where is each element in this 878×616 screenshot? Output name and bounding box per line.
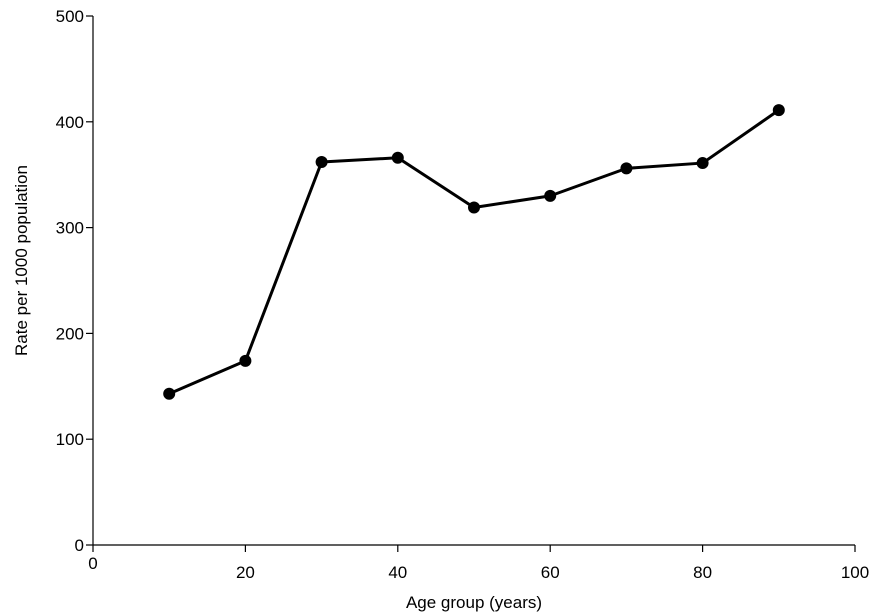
x-tick-label: 100	[841, 563, 869, 582]
data-point	[620, 162, 633, 175]
x-tick-label: 20	[236, 563, 255, 582]
y-tick-label: 0	[75, 536, 84, 555]
axes	[92, 16, 855, 546]
y-tick-label: 300	[56, 219, 84, 238]
x-axis-title: Age group (years)	[406, 593, 542, 612]
x-tick-label: 60	[541, 563, 560, 582]
series-group	[163, 104, 785, 400]
y-tick-label: 100	[56, 430, 84, 449]
data-point	[544, 189, 557, 202]
y-tick-label: 400	[56, 113, 84, 132]
y-axis-title: Rate per 1000 population	[12, 165, 31, 356]
x-tick-label: 40	[388, 563, 407, 582]
y-tick-label: 500	[56, 7, 84, 26]
data-point	[772, 104, 785, 117]
x-tick-label: 0	[88, 554, 97, 573]
data-point	[163, 387, 176, 400]
data-point	[696, 157, 709, 170]
x-tick-label: 80	[693, 563, 712, 582]
data-point	[391, 151, 404, 164]
data-point	[315, 156, 328, 169]
series-line	[168, 108, 780, 396]
data-point	[239, 354, 252, 367]
y-ticks: 0 100 200 300 400 500	[56, 7, 93, 555]
x-ticks: 0 20 40 60 80 100	[88, 545, 869, 582]
data-point	[468, 201, 480, 214]
y-tick-label: 200	[56, 324, 84, 343]
